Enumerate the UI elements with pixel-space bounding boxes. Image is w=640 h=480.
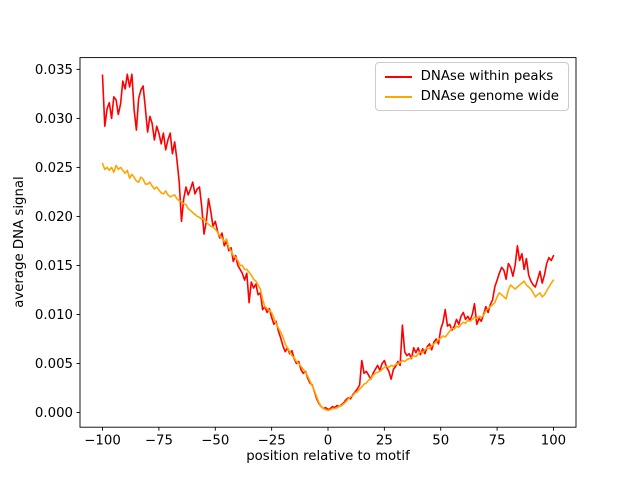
y-tick-label: 0.030	[35, 112, 73, 127]
legend-label-dnase-within-peaks: DNAse within peaks	[420, 69, 554, 84]
legend-line-red	[384, 75, 412, 78]
x-tick-label: 100	[541, 434, 566, 449]
x-tick-label: 25	[376, 434, 393, 449]
y-tick-label: 0.015	[35, 259, 73, 274]
y-tick-label: 0.010	[35, 308, 73, 323]
y-tick-label: 0.000	[35, 406, 73, 421]
y-tick-label: 0.035	[35, 63, 73, 78]
legend-item-dnase-genome-wide: DNAse genome wide	[384, 89, 559, 104]
series-line-dnase-genome-wide	[101, 162, 555, 412]
x-tick-label: 75	[489, 434, 506, 449]
x-axis-label: position relative to motif	[246, 449, 410, 464]
legend-line-orange	[384, 95, 412, 98]
y-tick-label: 0.005	[35, 357, 73, 372]
x-tick-label: 0	[324, 434, 332, 449]
x-tick-label: −75	[145, 434, 173, 449]
y-axis-label: average DNA signal	[12, 176, 27, 308]
x-tick-label: −50	[201, 434, 229, 449]
x-tick-label: −100	[84, 434, 121, 449]
x-tick-label: 50	[432, 434, 449, 449]
legend-label-dnase-genome-wide: DNAse genome wide	[420, 89, 559, 104]
legend: DNAse within peaks DNAse genome wide	[374, 62, 569, 111]
y-tick-label: 0.020	[35, 210, 73, 225]
legend-item-dnase-within-peaks: DNAse within peaks	[384, 69, 559, 84]
x-tick-label: −25	[258, 434, 286, 449]
series-line-dnase-within-peaks	[101, 73, 555, 411]
plot-frame	[79, 57, 577, 428]
y-tick-label: 0.025	[35, 161, 73, 176]
